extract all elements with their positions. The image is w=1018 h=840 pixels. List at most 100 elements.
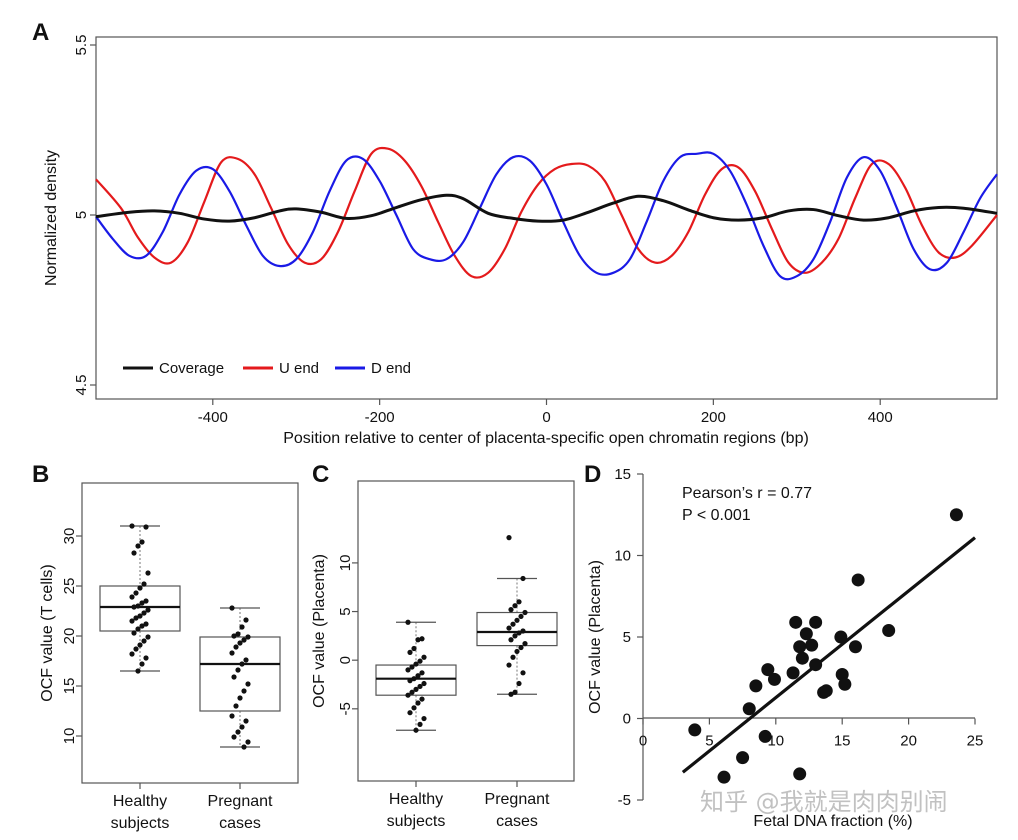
panel-a-y-axis: 4.5 5 5.5 [73, 35, 96, 396]
data-point [231, 674, 237, 680]
data-point [506, 662, 512, 668]
data-point [133, 590, 139, 596]
data-point [419, 636, 425, 642]
data-point [131, 550, 137, 556]
group-label-line1: Pregnant [208, 793, 273, 810]
scatter-point [717, 770, 731, 784]
data-point [237, 640, 243, 646]
x-tick-label: 0 [639, 733, 647, 750]
data-point [145, 570, 151, 576]
legend-label-d-end: D end [371, 360, 411, 377]
y-tick-label: 5 [623, 629, 631, 646]
regression-line [681, 536, 977, 774]
scatter-point [799, 627, 813, 641]
data-point [508, 637, 514, 643]
data-point [417, 658, 423, 664]
data-point [520, 628, 526, 634]
panel-a-legend: Coverage U end D end [123, 360, 411, 377]
panel-a-plot-frame [95, 36, 998, 400]
data-point [522, 609, 528, 616]
data-point [241, 637, 247, 643]
group-label-line2: subjects [111, 815, 170, 832]
y-tick-label: -5 [337, 702, 354, 715]
y-tick-label: 0 [623, 711, 631, 728]
scatter-point [789, 615, 803, 629]
data-point [421, 680, 427, 687]
scatter-point [809, 615, 823, 629]
data-point [129, 523, 135, 529]
legend-label-coverage: Coverage [159, 360, 224, 377]
data-point [508, 691, 514, 697]
y-tick-label: 15 [61, 678, 78, 695]
data-point [229, 713, 235, 719]
data-point [514, 648, 520, 655]
data-point [139, 661, 145, 667]
scatter-point [882, 623, 896, 637]
scatter-point [767, 672, 781, 686]
data-point [135, 603, 141, 609]
data-point [135, 626, 141, 632]
data-point [520, 575, 526, 582]
data-point [139, 539, 145, 545]
data-point [407, 649, 413, 656]
panel-d-letter: D [584, 461, 601, 488]
data-point [235, 729, 241, 735]
x-tick-label: 25 [967, 733, 984, 750]
data-point [141, 638, 147, 644]
data-point [514, 617, 520, 623]
data-point [231, 633, 237, 639]
data-point [241, 744, 247, 750]
data-point [137, 613, 143, 619]
y-tick-label: 4.5 [73, 375, 90, 396]
scatter-point [793, 767, 807, 781]
data-point [413, 661, 419, 667]
panel-a-line-chart: A 4.5 5 5.5 -400 -200 0 200 400 Normalized den… [32, 19, 998, 447]
data-point [516, 680, 522, 687]
series-line-d-end [95, 151, 998, 281]
y-tick-label: 0 [337, 656, 354, 664]
data-point [235, 631, 241, 637]
panel-b-content: 10 15 20 25 30 Healthy subjects Pregnant cases [61, 523, 281, 832]
x-tick-label: 0 [542, 409, 550, 426]
data-point [413, 727, 419, 733]
data-point [407, 710, 413, 716]
panel-b-plot-frame [81, 482, 299, 784]
scatter-point [793, 640, 807, 654]
data-point [411, 676, 417, 682]
data-point [512, 603, 518, 609]
y-tick-label: 5 [337, 607, 354, 615]
data-point [143, 524, 149, 530]
data-point [506, 625, 512, 631]
scatter-point [742, 702, 756, 716]
scatter-point [795, 651, 809, 665]
group-label-line1: Pregnant [485, 791, 550, 808]
data-point [135, 543, 141, 549]
scatter-point [786, 666, 800, 680]
data-point [512, 689, 518, 695]
data-point [129, 651, 135, 657]
data-point [415, 637, 421, 643]
data-point [516, 630, 522, 636]
y-tick-label: 25 [61, 578, 78, 595]
y-tick-label: 10 [614, 548, 631, 565]
panel-d-scatter-plot: D OCF value (Placenta) Fetal DNA fractio… [584, 461, 983, 830]
y-tick-label: 30 [61, 528, 78, 545]
data-point [245, 739, 251, 745]
data-point [235, 667, 241, 673]
data-point [135, 668, 141, 674]
x-tick-label: -200 [365, 409, 395, 426]
scatter-point [835, 667, 849, 681]
panel-d-y-axis-label: OCF value (Placenta) [587, 560, 604, 714]
data-point [510, 621, 516, 627]
scatter-point [949, 508, 963, 522]
scatter-point [819, 684, 833, 698]
data-point [239, 724, 245, 730]
data-point [129, 618, 135, 624]
data-point [133, 646, 139, 652]
data-point [243, 718, 249, 724]
scatter-point [851, 573, 865, 587]
data-point [139, 600, 145, 606]
scatter-point [838, 677, 852, 691]
